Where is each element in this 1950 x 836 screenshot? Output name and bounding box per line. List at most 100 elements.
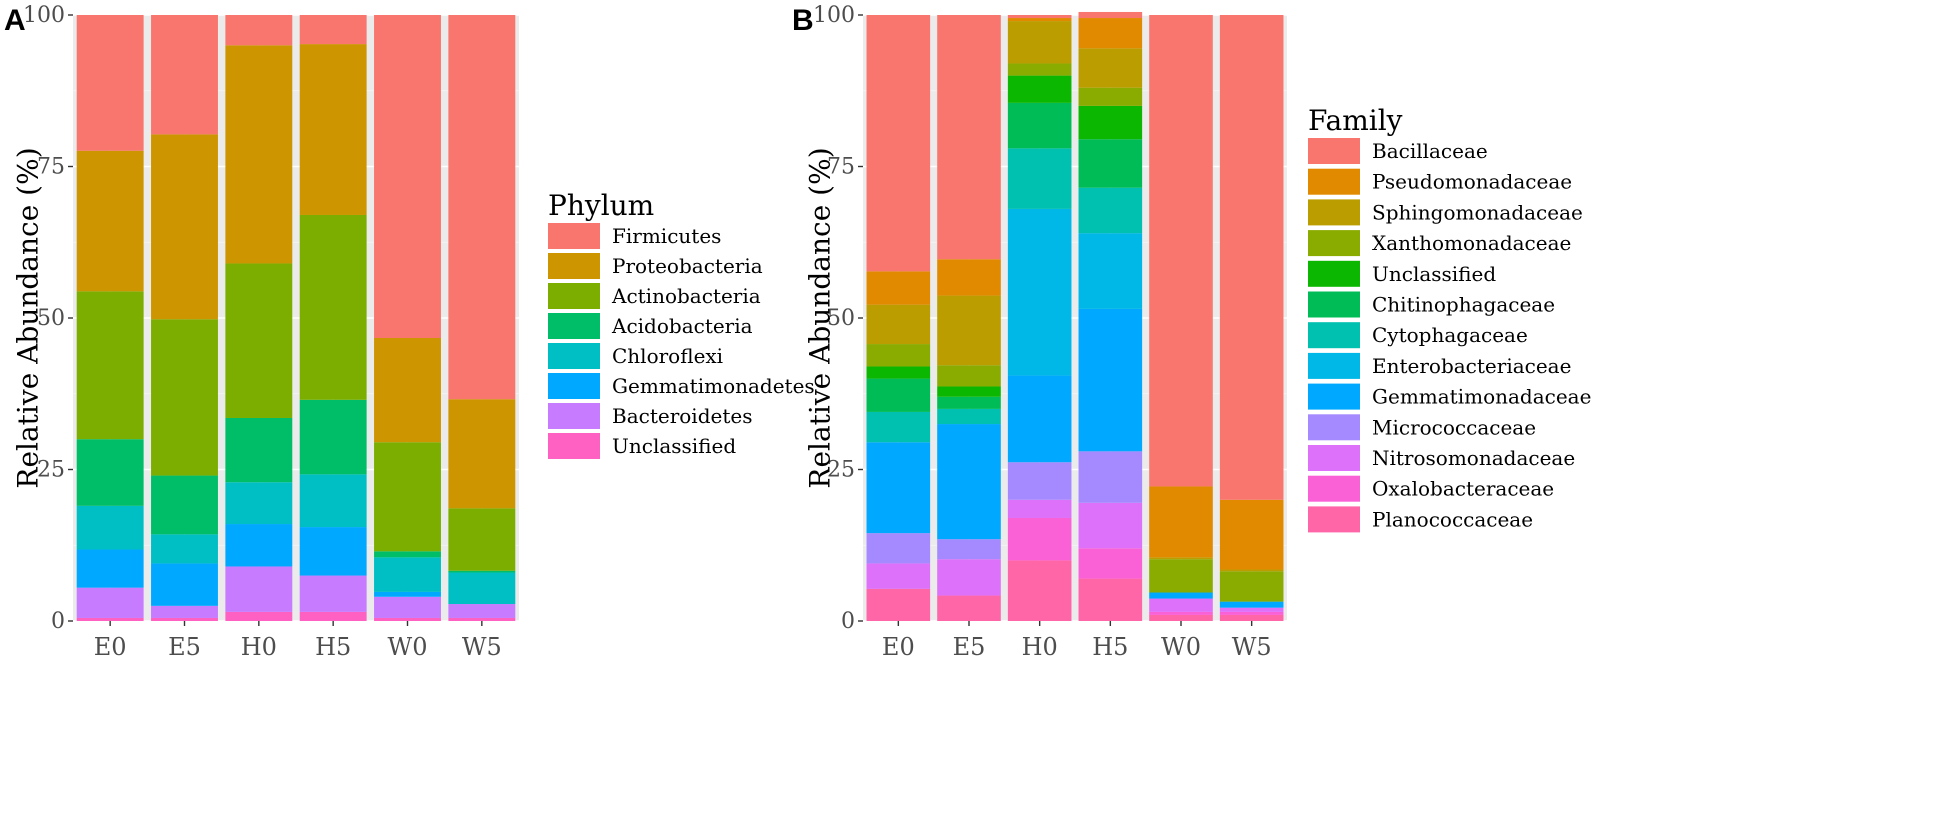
bar-e0-firmicutes: [76, 15, 144, 151]
legend-label-cytophagaceae: Cytophagaceae: [1372, 323, 1528, 347]
legend-key-cytophagaceae: [1308, 322, 1360, 349]
legend-key-sphingomonadaceae: [1308, 199, 1360, 226]
legend-label-bacteroidetes: Bacteroidetes: [612, 404, 752, 428]
bar-e5-proteobacteria: [151, 134, 218, 320]
legend-key-bacteroidetes: [548, 403, 600, 429]
bar-w5-xanthomonadaceae: [1219, 571, 1284, 602]
y-tick-label: 0: [51, 609, 65, 634]
bar-e5-sphingomonadaceae: [937, 295, 1001, 366]
bar-e0-gemmatimonadaceae: [866, 442, 931, 534]
legend-label-firmicutes: Firmicutes: [612, 224, 721, 248]
bar-e5-pseudomonadaceae: [937, 259, 1001, 296]
bar-w0-planococcaceae: [1149, 614, 1213, 621]
bar-h0-unclassified: [225, 611, 293, 621]
bar-w5-firmicutes: [448, 15, 516, 400]
y-axis-title: Relative Abundance (%): [804, 147, 837, 488]
bar-w5-acidobacteria: [448, 570, 516, 573]
y-tick-label: 100: [23, 3, 65, 28]
bar-e5-unclassified: [151, 617, 218, 621]
bar-e5-xanthomonadaceae: [937, 365, 1001, 387]
legend-key-unclassified: [548, 433, 600, 459]
bar-e5-micrococcaceae: [937, 539, 1001, 560]
bar-w0-pseudomonadaceae: [1149, 486, 1213, 558]
bar-e0-nitrosomonadaceae: [866, 563, 931, 589]
bar-e0-gemmatimonadetes: [76, 549, 144, 588]
bar-e5-gemmatimonadetes: [151, 563, 218, 606]
bar-h5-firmicutes: [299, 15, 367, 45]
bar-w5-bacteroidetes: [448, 604, 516, 618]
x-tick-label: W0: [1161, 633, 1201, 661]
y-tick-label: 75: [827, 155, 855, 180]
legend-title: Phylum: [548, 189, 654, 222]
bar-h5-gemmatimonadaceae: [1078, 308, 1143, 452]
bar-h5-pseudomonadaceae: [1078, 18, 1143, 49]
legend-label-planococcaceae: Planococcaceae: [1372, 507, 1533, 531]
bar-h0-unclassified: [1007, 75, 1072, 103]
bar-h0-chloroflexi: [225, 482, 293, 525]
bar-e5-acidobacteria: [151, 475, 218, 535]
bar-w5-chloroflexi: [448, 572, 516, 605]
legend-label-nitrosomonadaceae: Nitrosomonadaceae: [1372, 446, 1575, 470]
legend-key-micrococcaceae: [1308, 414, 1360, 441]
legend-key-actinobacteria: [548, 283, 600, 309]
bar-e5-planococcaceae: [937, 595, 1001, 621]
x-tick-label: W0: [388, 633, 428, 661]
bar-e0-cytophagaceae: [866, 411, 931, 443]
legend-label-acidobacteria: Acidobacteria: [611, 314, 753, 338]
legend-label-proteobacteria: Proteobacteria: [612, 254, 763, 278]
x-tick-label: E0: [94, 633, 127, 661]
bar-h5-actinobacteria: [299, 214, 367, 400]
bar-h0-firmicutes: [225, 15, 293, 46]
legend-key-xanthomonadaceae: [1308, 230, 1360, 257]
bar-e0-pseudomonadaceae: [866, 271, 931, 305]
bar-h0-bacillaceae: [1007, 15, 1072, 19]
legend-key-acidobacteria: [548, 313, 600, 339]
bar-h5-chloroflexi: [299, 474, 367, 528]
legend-label-bacillaceae: Bacillaceae: [1372, 139, 1488, 163]
bar-h0-cytophagaceae: [1007, 148, 1072, 209]
bar-e0-unclassified: [76, 617, 144, 621]
x-tick-label: H5: [1092, 633, 1128, 661]
legend-label-xanthomonadaceae: Xanthomonadaceae: [1372, 231, 1571, 255]
bar-h5-enterobacteriaceae: [1078, 233, 1143, 309]
bar-e0-chloroflexi: [76, 505, 144, 550]
panel-a: A 0 25 50 75 100 E0 E5 H0 H5 W0 W5 Relative Abundanc…: [4, 3, 815, 661]
x-tick-label: W5: [462, 633, 502, 661]
bar-h5-bacillaceae: [1078, 11, 1143, 19]
bar-h5-proteobacteria: [299, 44, 367, 215]
legend-key-gemmatimonadetes: [548, 373, 600, 399]
legend-key-enterobacteriaceae: [1308, 352, 1360, 379]
legend-label-pseudomonadaceae: Pseudomonadaceae: [1372, 170, 1572, 194]
bar-h5-sphingomonadaceae: [1078, 48, 1143, 88]
legend-label-gemmatimonadaceae: Gemmatimonadaceae: [1372, 385, 1591, 409]
panel-label: B: [792, 4, 814, 37]
x-tick-label: H0: [1022, 633, 1058, 661]
bar-w5-oxalobacteraceae: [1219, 611, 1284, 615]
bar-h0-gemmatimonadetes: [225, 524, 293, 567]
bar-h5-acidobacteria: [299, 399, 367, 475]
legend-label-unclassified: Unclassified: [1372, 262, 1496, 286]
x-tick-label: E5: [168, 633, 201, 661]
bar-w0-gemmatimonadetes: [374, 591, 441, 597]
legend-key-pseudomonadaceae: [1308, 168, 1360, 195]
y-tick-label: 50: [827, 306, 855, 331]
bar-h0-planococcaceae: [1007, 560, 1072, 621]
bar-e0-micrococcaceae: [866, 533, 931, 564]
legend-key-nitrosomonadaceae: [1308, 445, 1360, 471]
bar-h5-micrococcaceae: [1078, 451, 1143, 503]
y-axis-title: Relative Abundance (%): [12, 147, 45, 488]
bar-h0-pseudomonadaceae: [1007, 18, 1072, 22]
bar-e0-proteobacteria: [76, 150, 144, 292]
x-tick-label: E0: [882, 633, 915, 661]
bar-e0-sphingomonadaceae: [866, 304, 931, 345]
bar-e5-bacteroidetes: [151, 605, 218, 618]
bar-w5-bacillaceae: [1219, 15, 1284, 500]
bar-h0-gemmatimonadaceae: [1007, 375, 1072, 463]
legend-label-sphingomonadaceae: Sphingomonadaceae: [1372, 200, 1583, 224]
legend-label-micrococcaceae: Micrococcaceae: [1372, 415, 1536, 439]
bar-w5-gemmatimonadaceae: [1219, 601, 1284, 608]
bar-e5-firmicutes: [151, 15, 218, 135]
bar-e5-cytophagaceae: [937, 408, 1001, 425]
bar-h0-micrococcaceae: [1007, 462, 1072, 500]
